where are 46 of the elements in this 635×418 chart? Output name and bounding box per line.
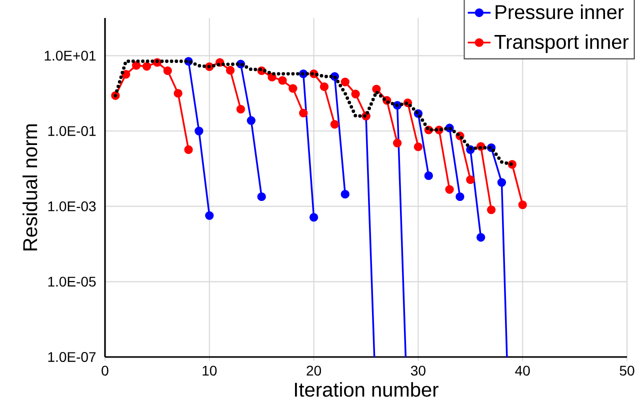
y-tick-label: 1.0E+01 <box>44 50 96 61</box>
point <box>414 142 423 152</box>
point <box>174 88 182 98</box>
y-tick-label: 1.0E-03 <box>48 201 96 212</box>
point <box>226 66 235 75</box>
point <box>476 233 486 242</box>
point <box>518 200 527 210</box>
point <box>288 84 298 93</box>
point <box>194 126 204 136</box>
legend-label: Pressure inner <box>496 4 624 20</box>
y-axis-title: Residual norm <box>22 124 38 250</box>
point <box>184 145 193 154</box>
point <box>497 178 506 187</box>
point <box>466 175 475 184</box>
point <box>445 185 454 194</box>
point <box>351 90 360 98</box>
x-tick-label: 40 <box>515 366 530 376</box>
point <box>278 76 287 85</box>
x-tick-label: 0 <box>102 366 108 376</box>
y-tick-label: 1.0E-01 <box>48 126 96 136</box>
point <box>340 190 350 199</box>
x-tick-label: 30 <box>410 366 426 376</box>
point <box>246 116 256 125</box>
y-tick-label: 1.0E-07 <box>48 352 96 362</box>
point <box>163 66 172 75</box>
point <box>486 205 496 214</box>
x-axis-title: Iteration number <box>295 382 438 397</box>
point <box>236 104 246 114</box>
x-tick-label: 10 <box>202 366 217 376</box>
point <box>340 78 350 86</box>
point <box>424 171 433 180</box>
point <box>205 211 214 220</box>
point <box>122 70 130 79</box>
point <box>320 82 329 92</box>
y-tick-label: 1.0E-05 <box>48 276 96 287</box>
point <box>142 62 152 71</box>
point <box>392 138 402 148</box>
point <box>257 192 266 202</box>
point <box>456 192 464 202</box>
x-tick-label: 20 <box>306 366 322 376</box>
point <box>330 120 340 129</box>
point <box>132 61 141 70</box>
x-tick-label: 50 <box>620 366 634 376</box>
point <box>309 213 318 222</box>
point <box>299 108 308 118</box>
legend-label: Transport inner <box>494 34 629 53</box>
